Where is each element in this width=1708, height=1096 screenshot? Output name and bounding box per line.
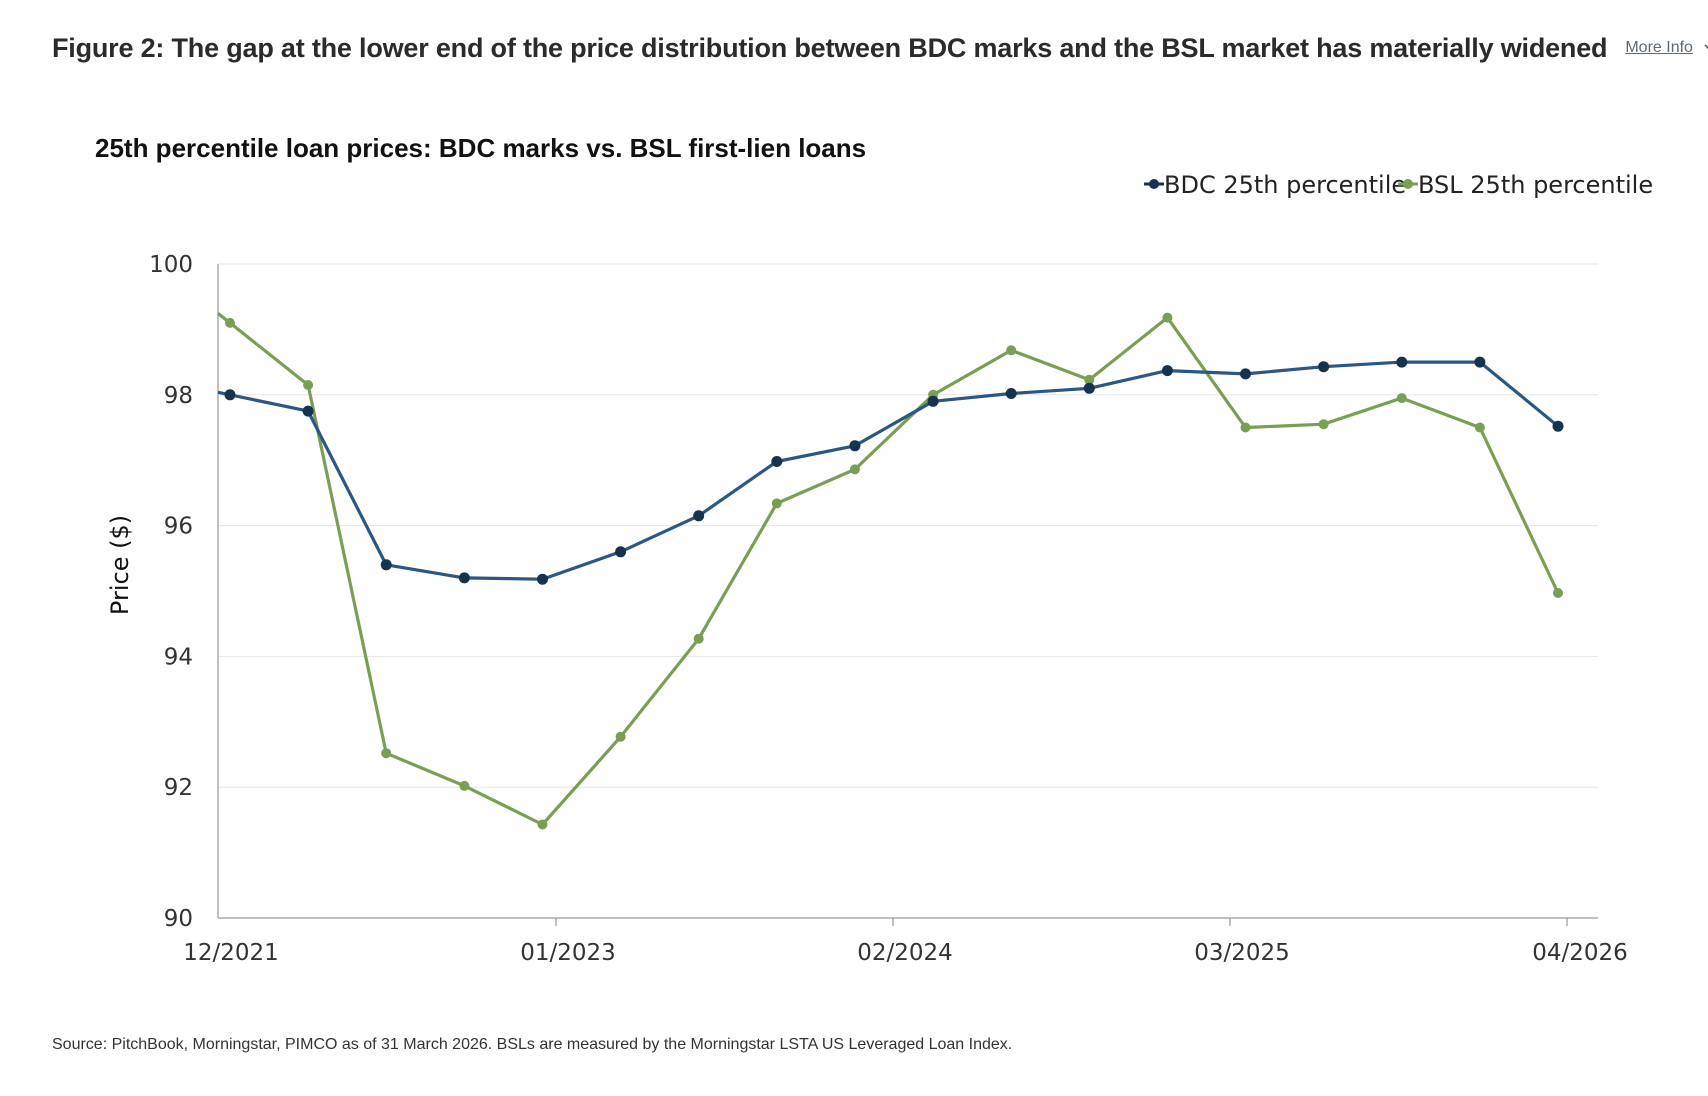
legend-bsl-marker <box>1403 179 1413 189</box>
data-point <box>849 440 861 452</box>
data-point <box>849 464 860 475</box>
data-point <box>1162 312 1173 323</box>
data-point <box>537 819 548 830</box>
x-tick-label: 01/2023 <box>520 940 616 966</box>
data-point <box>224 389 236 401</box>
data-point <box>771 498 782 509</box>
chevron-down-icon[interactable] <box>1703 40 1708 56</box>
y-tick-label: 94 <box>164 644 193 670</box>
axes: 90 92 94 96 98 100 12/2021 01/2023 02/2024 03/202… <box>149 252 1628 966</box>
figure-title: Figure 2: The gap at the lower end of th… <box>52 32 1608 63</box>
data-point <box>1083 382 1095 394</box>
data-point <box>1240 422 1251 433</box>
data-point <box>1161 365 1173 377</box>
data-point <box>303 380 314 390</box>
y-tick-label: 92 <box>164 775 193 801</box>
x-tick-label: 04/2026 <box>1532 940 1628 966</box>
data-point <box>380 559 392 571</box>
data-point <box>693 633 704 644</box>
data-point <box>1318 361 1330 373</box>
data-point <box>1474 422 1485 433</box>
data-point <box>302 405 314 417</box>
more-info-label[interactable]: More Info <box>1625 39 1693 56</box>
legend-item-bdc: BDC 25th percentile <box>1144 171 1406 199</box>
series <box>217 312 1564 830</box>
data-point <box>1006 345 1017 356</box>
x-tick-label: 12/2021 <box>183 940 279 966</box>
x-tick-label: 03/2025 <box>1194 940 1290 966</box>
data-point <box>615 731 626 742</box>
data-point <box>1084 374 1095 385</box>
legend-bsl-label: BSL 25th percentile <box>1418 171 1653 199</box>
line-chart: 25th percentile loan prices: BDC marks v… <box>95 133 1653 966</box>
data-point <box>1396 393 1407 404</box>
y-tick-label: 90 <box>164 906 193 932</box>
data-point <box>693 510 705 522</box>
series-bdc <box>217 356 1564 585</box>
data-point <box>1474 356 1486 368</box>
chart-container: 25th percentile loan prices: BDC marks v… <box>0 100 1708 1000</box>
data-point <box>615 546 627 558</box>
data-point <box>459 780 470 791</box>
series-bsl <box>217 312 1563 830</box>
figure-header: Figure 2: The gap at the lower end of th… <box>52 28 1708 68</box>
data-point <box>1553 588 1563 598</box>
data-point <box>1240 368 1251 380</box>
data-point <box>1005 388 1017 399</box>
y-axis-title: Price ($) <box>106 515 134 615</box>
data-point <box>1396 356 1408 368</box>
legend: BDC 25th percentile BSL 25th percentile <box>1144 171 1653 199</box>
data-point <box>1318 419 1329 430</box>
more-info-toggle[interactable]: More Info <box>1625 39 1708 57</box>
data-point <box>381 748 392 759</box>
y-tick-label: 98 <box>164 383 193 409</box>
y-tick-label: 100 <box>149 252 193 278</box>
legend-bdc-marker <box>1149 179 1159 189</box>
data-point <box>537 573 548 585</box>
legend-item-bsl: BSL 25th percentile <box>1398 171 1653 199</box>
data-point <box>927 395 939 407</box>
gridlines <box>218 263 1598 788</box>
data-point <box>1552 420 1564 432</box>
data-point <box>458 572 470 584</box>
data-point <box>225 317 235 328</box>
x-tick-label: 02/2024 <box>857 940 953 966</box>
source-note: Source: PitchBook, Morningstar, PIMCO as… <box>52 1036 1013 1053</box>
chart-title: 25th percentile loan prices: BDC marks v… <box>95 133 866 163</box>
legend-bdc-label: BDC 25th percentile <box>1164 171 1406 199</box>
y-tick-label: 96 <box>164 514 193 540</box>
data-point <box>771 456 783 467</box>
